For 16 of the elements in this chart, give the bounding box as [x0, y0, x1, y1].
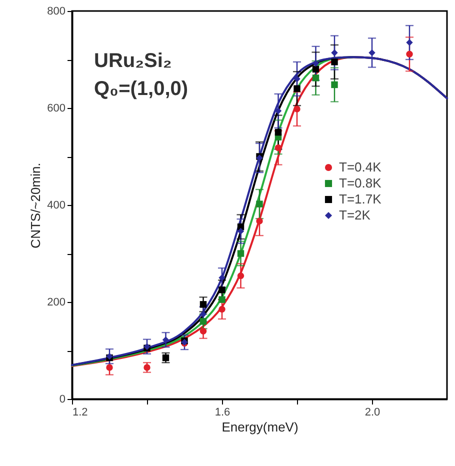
legend-label: T=2K [339, 208, 371, 222]
legend-label: T=1.7K [339, 192, 382, 206]
x-axis-title: Energy(meV) [222, 420, 298, 434]
legend-label: T=0.4K [339, 160, 382, 174]
annotation: Q₀=(1,0,0) [94, 78, 188, 100]
y-tick-label: 800 [47, 6, 66, 18]
y-axis-title: CNTS/~20min. [28, 162, 44, 248]
y-tick-label: 400 [47, 200, 66, 212]
legend-label: T=0.8K [339, 176, 382, 190]
x-tick-label: 2.0 [364, 406, 380, 418]
annotation: URu₂Si₂ [94, 50, 172, 72]
x-tick-label: 1.2 [72, 406, 88, 418]
y-tick-label: 600 [47, 102, 66, 114]
y-tick-label: 0 [59, 394, 66, 406]
x-tick-label: 1.6 [214, 406, 230, 418]
y-tick-label: 200 [47, 296, 66, 308]
